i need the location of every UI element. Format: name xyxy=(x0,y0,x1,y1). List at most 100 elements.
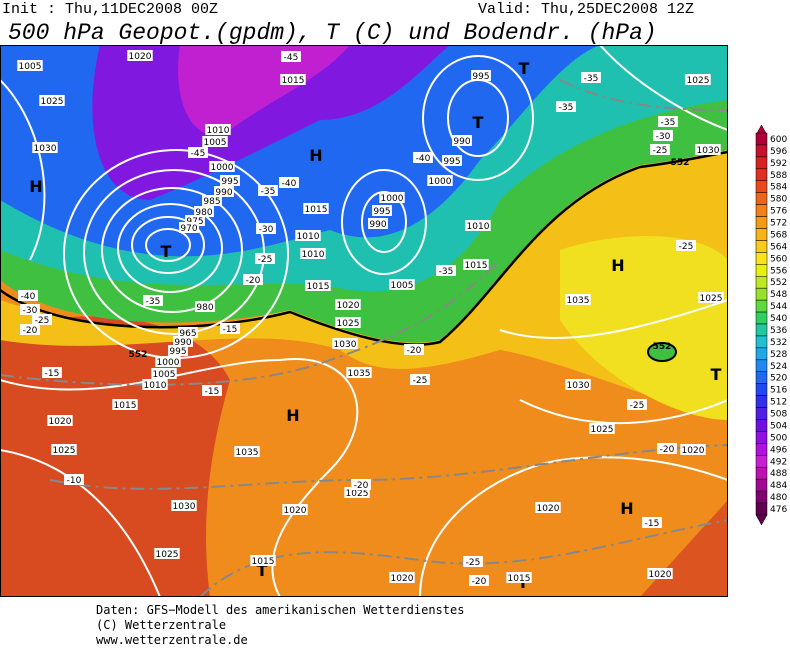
temperature-label: -20 xyxy=(354,481,369,491)
pressure-center: H xyxy=(620,499,633,518)
isobar-label-box xyxy=(565,379,591,390)
colorbar-label: 576 xyxy=(770,207,787,217)
isobar-label-box xyxy=(295,230,321,241)
temperature-label: -25 xyxy=(653,146,668,156)
isobar-label-box xyxy=(695,144,721,155)
isobar-label: 990 xyxy=(369,220,386,230)
isobar-label: 1015 xyxy=(114,401,137,411)
colorbar-label: 592 xyxy=(770,159,787,169)
temperature-label-box xyxy=(42,367,62,378)
colorbar-label: 496 xyxy=(770,445,787,455)
isobar-label: 970 xyxy=(180,224,197,234)
temperature-label: -30 xyxy=(23,306,38,316)
temperature-label-box xyxy=(220,323,240,334)
isobar-label: 1025 xyxy=(700,294,723,304)
temperature-label-box xyxy=(410,374,430,385)
colorbar-label: 600 xyxy=(770,135,787,145)
isobar-label-box xyxy=(463,259,489,270)
isobar-label: 1005 xyxy=(19,62,42,72)
isobar-label: 990 xyxy=(215,188,232,198)
isobar-label-box xyxy=(335,299,361,310)
isobar-label: 990 xyxy=(453,137,470,147)
pressure-center: T xyxy=(519,59,530,78)
temperature-label: -20 xyxy=(23,326,38,336)
isobar-label-box xyxy=(389,572,415,583)
colorbar-label: 560 xyxy=(770,254,787,264)
temperature-label: -25 xyxy=(679,242,694,252)
temperature-label: -15 xyxy=(223,325,238,335)
temperature-label: -20 xyxy=(660,445,675,455)
isobar-label-box xyxy=(344,487,370,498)
colorbar-label: 548 xyxy=(770,290,787,300)
temperature-label-box xyxy=(657,443,677,454)
isobar-label-box xyxy=(589,423,615,434)
colorbar-swatch xyxy=(755,132,768,146)
isobar-label-box xyxy=(506,572,532,583)
pressure-center: T xyxy=(473,113,484,132)
temperature-label-box xyxy=(281,51,301,62)
temperature-label: -25 xyxy=(466,558,481,568)
isobar-label: 1005 xyxy=(204,138,227,148)
temperature-label: -35 xyxy=(261,187,276,197)
isobar-label: 1015 xyxy=(252,557,275,567)
isobar-label: 965 xyxy=(179,329,196,339)
isobar-label: 1035 xyxy=(567,296,590,306)
temperature-label: -15 xyxy=(645,519,660,529)
colorbar-swatch xyxy=(755,431,768,444)
isobar-label-box xyxy=(179,222,199,233)
temperature-label-box xyxy=(256,223,276,234)
colorbar-label: 572 xyxy=(770,219,787,229)
colorbar-swatch xyxy=(755,311,768,325)
isobar-label: 1005 xyxy=(391,281,414,291)
isobar-label: 1020 xyxy=(682,446,705,456)
isobar-label: 1020 xyxy=(284,506,307,516)
height-label: 552 xyxy=(671,158,690,168)
temperature-label: -15 xyxy=(205,387,220,397)
colorbar-label: 516 xyxy=(770,386,787,396)
temperature-label-box xyxy=(202,385,222,396)
temperature-label: -35 xyxy=(439,267,454,277)
colorbar-label: 500 xyxy=(770,433,787,443)
temperature-label: -35 xyxy=(661,118,676,128)
colorbar-swatch xyxy=(755,383,768,396)
colorbar-label: 484 xyxy=(770,481,787,491)
temperature-label-box xyxy=(279,177,299,188)
pressure-center: T xyxy=(711,365,722,384)
colorbar-label: 556 xyxy=(770,266,787,276)
colorbar-swatch xyxy=(755,204,768,217)
temperature-label: -15 xyxy=(45,369,60,379)
colorbar-label: 480 xyxy=(770,493,787,503)
colorbar-swatch xyxy=(755,407,768,420)
pressure-center: H xyxy=(309,146,322,165)
temperature-label-box xyxy=(143,295,163,306)
temperature-label-box xyxy=(658,116,678,127)
colorbar-swatch xyxy=(755,252,768,265)
isobar-label: 1025 xyxy=(346,489,369,499)
isobar-label: 1015 xyxy=(465,261,488,271)
colorbar-label: 504 xyxy=(770,421,787,431)
isobar-label: 1025 xyxy=(337,319,360,329)
colorbar-swatch xyxy=(755,144,768,158)
isobar-label-box xyxy=(471,70,491,81)
temperature-label-box xyxy=(258,185,278,196)
colorbar-swatch xyxy=(755,192,768,205)
isobar-label-box xyxy=(127,50,153,61)
map-labels: HTHTTHHTHTT10051025103010201015101010051… xyxy=(17,50,724,592)
isobar-label-box xyxy=(680,444,706,455)
isobar-label-box xyxy=(565,294,591,305)
isobar-label-box xyxy=(142,379,168,390)
temperature-label-box xyxy=(627,399,647,410)
isobar-label: 1015 xyxy=(307,282,330,292)
isobar-label-box xyxy=(379,192,405,203)
isobar-label: 1000 xyxy=(381,194,404,204)
isobar-label-box xyxy=(234,446,260,457)
colorbar-swatch xyxy=(755,490,768,504)
isobar-label: 1000 xyxy=(157,358,180,368)
isobar-label-box xyxy=(154,548,180,559)
isobar-label-box xyxy=(282,504,308,515)
colorbar-label: 520 xyxy=(770,374,787,384)
isobar-label: 995 xyxy=(472,72,489,82)
isobar-label-box xyxy=(32,142,58,153)
colorbar-label: 524 xyxy=(770,362,787,372)
isobar-label: 980 xyxy=(195,208,212,218)
